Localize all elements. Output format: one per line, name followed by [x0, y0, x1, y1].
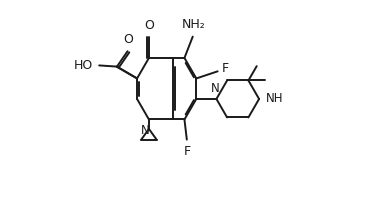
Text: HO: HO: [74, 59, 93, 72]
Text: F: F: [183, 145, 190, 158]
Text: N: N: [211, 82, 220, 95]
Text: NH₂: NH₂: [182, 18, 206, 31]
Text: N: N: [141, 124, 150, 137]
Text: NH: NH: [266, 92, 284, 105]
Text: F: F: [221, 62, 228, 75]
Text: O: O: [124, 33, 134, 46]
Text: O: O: [144, 19, 154, 32]
